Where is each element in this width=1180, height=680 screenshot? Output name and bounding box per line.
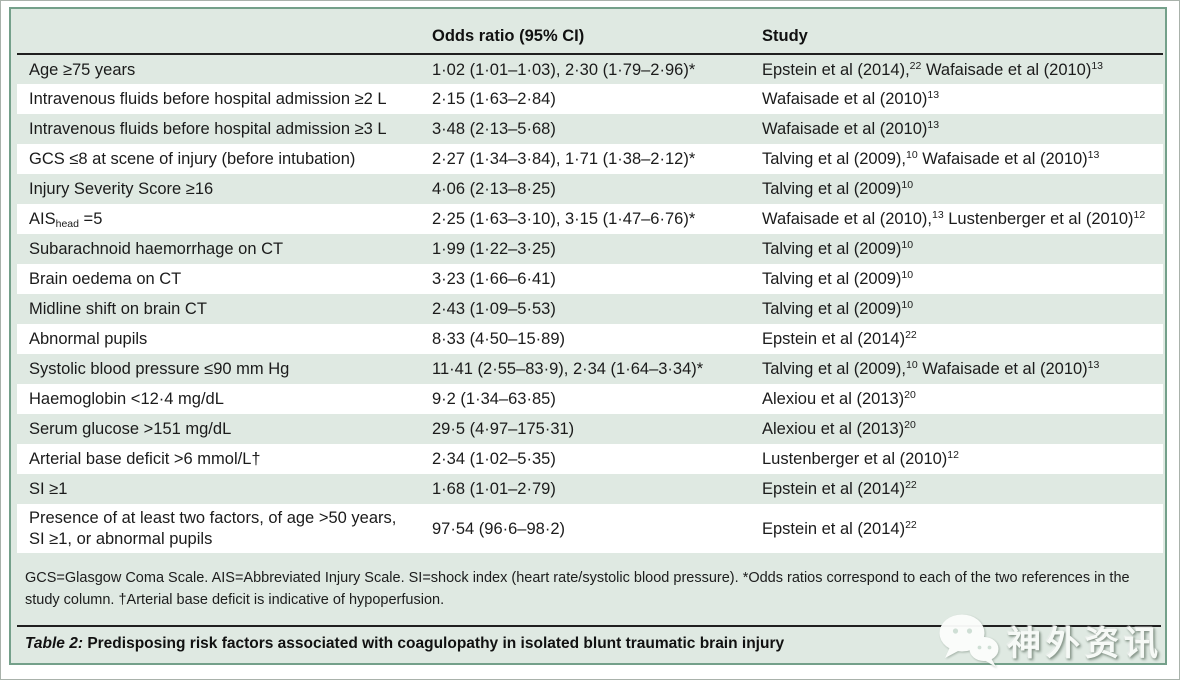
cell-odds-ratio: 2·25 (1·63–3·10), 3·15 (1·47–6·76)*: [432, 210, 696, 229]
cell-study: Alexiou et al (2013)20: [762, 389, 916, 409]
cell-study: Talving et al (2009)10: [762, 299, 914, 319]
watermark-text: 神外资讯: [1007, 624, 1163, 663]
header-study: Study: [750, 13, 1163, 56]
cell-odds-ratio: 3·48 (2·13–5·68): [432, 120, 556, 139]
cell-study: Talving et al (2009)10: [762, 239, 914, 259]
cell-factor: Arterial base deficit >6 mmol/L†: [29, 450, 261, 469]
cell-odds-ratio: 97·54 (96·6–98·2): [432, 519, 565, 538]
cell-odds-ratio: 29·5 (4·97–175·31): [432, 420, 575, 439]
cell-factor: Midline shift on brain CT: [29, 300, 207, 319]
cell-factor: Haemoglobin <12·4 mg/dL: [29, 390, 224, 409]
table-row: Presence of at least two factors, of age…: [17, 504, 1163, 554]
header-row: Odds ratio (95% CI) Study: [17, 13, 1163, 56]
cell-odds-ratio: 9·2 (1·34–63·85): [432, 390, 556, 409]
cell-study: Lustenberger et al (2010)12: [762, 449, 959, 469]
cell-factor: Intravenous fluids before hospital admis…: [29, 120, 387, 139]
table-panel: Odds ratio (95% CI) Study Age ≥75 years 1…: [9, 7, 1167, 665]
cell-factor: Serum glucose >151 mg/dL: [29, 420, 232, 439]
header-factor: [17, 13, 417, 56]
table-row: Intravenous fluids before hospital admis…: [17, 84, 1163, 115]
cell-factor: Brain oedema on CT: [29, 270, 182, 289]
wechat-bubbles-icon: [939, 614, 999, 667]
cell-study: Epstein et al (2014)22: [762, 329, 917, 349]
cell-study: Wafaisade et al (2010)13: [762, 89, 940, 109]
cell-factor: Injury Severity Score ≥16: [29, 180, 214, 199]
table-row: Haemoglobin <12·4 mg/dL 9·2 (1·34–63·85) A…: [17, 384, 1163, 415]
table-row: Systolic blood pressure ≤90 mm Hg 11·41 (…: [17, 354, 1163, 384]
table-row: AIShead =5 2·25 (1·63–3·10), 3·15 (1·47–6…: [17, 204, 1163, 235]
table-row: Brain oedema on CT 3·23 (1·66–6·41) Talvin…: [17, 264, 1163, 295]
cell-odds-ratio: 1·68 (1·01–2·79): [432, 480, 556, 499]
header-odds-ratio: Odds ratio (95% CI): [417, 13, 750, 56]
cell-factor: Intravenous fluids before hospital admis…: [29, 90, 387, 109]
risk-table-body: Age ≥75 years 1·02 (1·01–1·03), 2·30 (1·7…: [17, 54, 1163, 554]
cell-study: Epstein et al (2014)22: [762, 479, 917, 499]
cell-odds-ratio: 3·23 (1·66–6·41): [432, 270, 556, 289]
table-row: Serum glucose >151 mg/dL 29·5 (4·97–175·3…: [17, 414, 1163, 444]
cell-odds-ratio: 11·41 (2·55–83·9), 2·34 (1·64–3·34)*: [432, 360, 704, 379]
cell-odds-ratio: 2·27 (1·34–3·84), 1·71 (1·38–2·12)*: [432, 150, 696, 169]
cell-odds-ratio: 2·43 (1·09–5·53): [432, 300, 556, 319]
table-caption: Table 2: Predisposing risk factors assoc…: [25, 627, 1165, 662]
caption-label: Table 2:: [25, 634, 83, 652]
cell-factor: GCS ≤8 at scene of injury (before intuba…: [29, 150, 356, 169]
cell-study: Alexiou et al (2013)20: [762, 419, 916, 439]
table-row: Subarachnoid haemorrhage on CT 1·99 (1·22…: [17, 234, 1163, 264]
caption-text: Predisposing risk factors associated wit…: [87, 634, 785, 652]
cell-study: Wafaisade et al (2010),13 Lustenberger e…: [762, 209, 1146, 229]
cell-factor: Presence of at least two factors, of age…: [29, 509, 397, 548]
cell-study: Epstein et al (2014)22: [762, 518, 917, 538]
table-row: Age ≥75 years 1·02 (1·01–1·03), 2·30 (1·7…: [17, 54, 1163, 84]
caption-divider: [17, 624, 1161, 627]
table-row: GCS ≤8 at scene of injury (before intuba…: [17, 144, 1163, 175]
cell-factor: Abnormal pupils: [29, 330, 148, 349]
table-row: Injury Severity Score ≥16 4·06 (2·13–8·25…: [17, 174, 1163, 204]
table-row: Midline shift on brain CT 2·43 (1·09–5·53…: [17, 294, 1163, 324]
table-row: Arterial base deficit >6 mmol/L† 2·34 (1·…: [17, 444, 1163, 475]
cell-odds-ratio: 2·34 (1·02–5·35): [432, 450, 556, 469]
cell-odds-ratio: 1·02 (1·01–1·03), 2·30 (1·79–2·96)*: [432, 60, 696, 79]
cell-study: Talving et al (2009),10 Wafaisade et al …: [762, 149, 1100, 169]
risk-factor-table: Odds ratio (95% CI) Study Age ≥75 years 1…: [17, 13, 1163, 554]
cell-factor: Age ≥75 years: [29, 60, 136, 79]
cell-factor: Systolic blood pressure ≤90 mm Hg: [29, 360, 290, 379]
cell-study: Talving et al (2009)10: [762, 269, 914, 289]
table-row: SI ≥1 1·68 (1·01–2·79) Epstein et al (2014…: [17, 474, 1163, 504]
cell-factor: SI ≥1: [29, 480, 68, 499]
cell-factor: AIShead =5: [29, 210, 103, 231]
cell-study: Wafaisade et al (2010)13: [762, 119, 940, 139]
table-row: Intravenous fluids before hospital admis…: [17, 114, 1163, 144]
cell-odds-ratio: 4·06 (2·13–8·25): [432, 180, 556, 199]
cell-study: Epstein et al (2014),22 Wafaisade et al …: [762, 59, 1104, 79]
table-footnote: GCS=Glasgow Coma Scale. AIS=Abbreviated …: [25, 570, 1130, 609]
cell-study: Talving et al (2009)10: [762, 179, 914, 199]
cell-study: Talving et al (2009),10 Wafaisade et al …: [762, 359, 1100, 379]
cell-odds-ratio: 2·15 (1·63–2·84): [432, 90, 556, 109]
cell-factor: Subarachnoid haemorrhage on CT: [29, 240, 284, 259]
table-row: Abnormal pupils 8·33 (4·50–15·89) Epstein …: [17, 324, 1163, 355]
cell-odds-ratio: 8·33 (4·50–15·89): [432, 330, 565, 349]
watermark: 神外资讯: [937, 611, 1163, 669]
cell-odds-ratio: 1·99 (1·22–3·25): [432, 240, 556, 259]
